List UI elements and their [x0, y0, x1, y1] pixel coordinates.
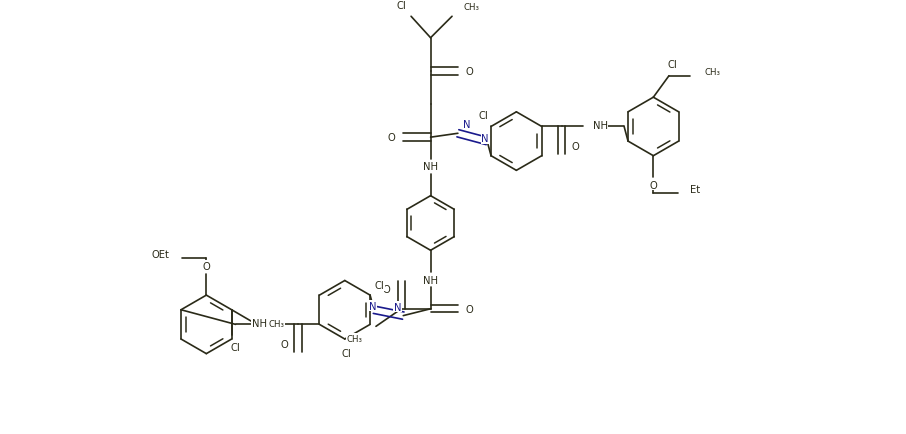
Text: O: O: [388, 133, 395, 143]
Text: CH₃: CH₃: [704, 68, 720, 77]
Text: Cl: Cl: [231, 342, 240, 352]
Text: OEt: OEt: [151, 250, 169, 260]
Text: O: O: [383, 285, 390, 295]
Text: NH: NH: [423, 275, 439, 285]
Text: O: O: [466, 304, 474, 314]
Text: N: N: [481, 134, 489, 144]
Text: CH₃: CH₃: [346, 334, 362, 343]
Text: Cl: Cl: [375, 281, 385, 291]
Text: NH: NH: [252, 319, 266, 329]
Text: N: N: [370, 301, 377, 311]
Text: CH₃: CH₃: [464, 3, 479, 12]
Text: CH₃: CH₃: [269, 319, 284, 328]
Text: O: O: [466, 67, 474, 77]
Text: Et: Et: [690, 184, 700, 194]
Text: O: O: [202, 261, 210, 271]
Text: Cl: Cl: [397, 0, 406, 10]
Text: Cl: Cl: [342, 348, 352, 358]
Text: NH: NH: [593, 121, 608, 131]
Text: O: O: [281, 339, 288, 349]
Text: NH: NH: [423, 162, 439, 172]
Text: Cl: Cl: [478, 111, 488, 121]
Text: N: N: [463, 120, 470, 130]
Text: O: O: [572, 141, 579, 151]
Text: N: N: [394, 302, 401, 312]
Text: O: O: [650, 181, 657, 191]
Text: Cl: Cl: [668, 60, 678, 70]
